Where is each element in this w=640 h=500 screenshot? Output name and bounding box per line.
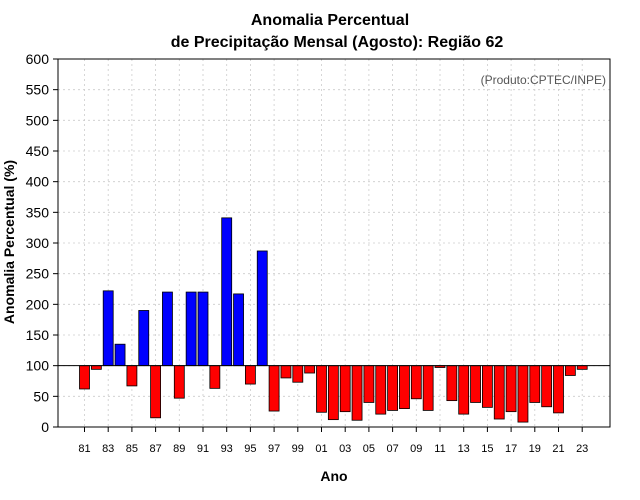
chart-title-line1: Anomalia Percentual xyxy=(251,12,409,29)
bar-99 xyxy=(292,365,304,383)
bar-83 xyxy=(102,290,114,367)
bar-95 xyxy=(244,365,256,385)
x-tick-label: 01 xyxy=(315,443,327,455)
x-tick-label: 19 xyxy=(529,443,541,455)
bar-15 xyxy=(481,365,493,408)
x-tick-label: 93 xyxy=(221,443,233,455)
bar-16 xyxy=(493,365,505,420)
bar-10 xyxy=(422,365,434,411)
x-tick-label: 81 xyxy=(78,443,90,455)
x-tick-label: 85 xyxy=(126,443,138,455)
x-tick-label: 83 xyxy=(102,443,114,455)
y-tick-label: 200 xyxy=(26,296,50,312)
y-tick-label: 150 xyxy=(26,327,50,343)
x-tick-label: 11 xyxy=(434,443,445,455)
y-tick-label: 500 xyxy=(26,112,50,128)
bar-18 xyxy=(517,365,529,423)
bar-81 xyxy=(79,365,90,390)
bar-12 xyxy=(446,365,458,402)
bar-90 xyxy=(185,291,197,367)
x-tick-label: 91 xyxy=(197,443,209,455)
x-tick-label: 09 xyxy=(410,443,422,455)
x-tick-label: 87 xyxy=(149,443,161,455)
bar-97 xyxy=(268,365,280,412)
bar-84 xyxy=(114,343,126,367)
bar-89 xyxy=(173,365,185,399)
bar-17 xyxy=(505,365,517,413)
y-tick-label: 600 xyxy=(26,51,50,67)
x-tick-label: 07 xyxy=(386,443,398,455)
x-tick-label: 97 xyxy=(268,443,280,455)
y-tick-label: 300 xyxy=(26,235,50,251)
bar-23 xyxy=(576,365,588,370)
bar-86 xyxy=(138,310,150,367)
bar-08 xyxy=(399,365,410,409)
bar-98 xyxy=(280,365,292,379)
bar-01 xyxy=(316,365,327,413)
y-tick-label: 550 xyxy=(26,82,50,98)
bar-20 xyxy=(541,365,553,408)
bar-09 xyxy=(410,365,422,400)
x-tick-label: 17 xyxy=(505,443,517,455)
bar-13 xyxy=(458,365,470,415)
bar-07 xyxy=(387,365,399,411)
y-axis-label: Anomalia Percentual (%) xyxy=(1,160,17,324)
x-tick-label: 05 xyxy=(363,443,375,455)
bar-06 xyxy=(375,365,387,415)
bar-03 xyxy=(339,365,351,413)
bar-92 xyxy=(209,365,221,389)
y-tick-label: 100 xyxy=(26,358,50,374)
bar-82 xyxy=(90,365,102,370)
bar-93 xyxy=(221,217,233,367)
x-axis-label: Ano xyxy=(320,468,347,484)
x-tick-label: 95 xyxy=(244,443,256,455)
bar-05 xyxy=(363,365,375,403)
y-tick-label: 250 xyxy=(26,266,50,282)
bar-94 xyxy=(233,293,244,367)
bar-21 xyxy=(553,365,564,414)
x-tick-label: 03 xyxy=(339,443,351,455)
bar-88 xyxy=(162,291,173,367)
bar-85 xyxy=(126,365,138,387)
y-tick-label: 400 xyxy=(26,174,50,190)
bar-91 xyxy=(197,291,209,367)
bar-87 xyxy=(150,365,162,419)
x-tick-label: 13 xyxy=(458,443,470,455)
x-tick-label: 89 xyxy=(173,443,185,455)
credit-text: (Produto:CPTEC/INPE) xyxy=(481,73,606,87)
bar-04 xyxy=(351,365,363,421)
y-axis: 0 50 100 150 200 250 300 350 400 450 500 550 600 xyxy=(26,51,58,435)
y-tick-label: 0 xyxy=(41,419,49,435)
y-tick-label: 450 xyxy=(26,143,50,159)
x-tick-label: 15 xyxy=(481,443,493,455)
x-tick-label: 21 xyxy=(552,443,564,455)
y-tick-label: 50 xyxy=(33,388,49,404)
bar-14 xyxy=(470,365,481,403)
bar-02 xyxy=(327,365,339,421)
bars xyxy=(79,217,588,423)
bar-96 xyxy=(256,250,268,367)
x-tick-label: 23 xyxy=(576,443,588,455)
bar-19 xyxy=(529,365,541,403)
bar-00 xyxy=(304,365,316,374)
bar-22 xyxy=(564,365,576,376)
x-axis: 81 83 85 87 89 91 93 95 97 99 01 03 05 07 09 11 13 15 17 19… xyxy=(78,427,588,455)
x-tick-label: 99 xyxy=(292,443,304,455)
chart-title-line2: de Precipitação Mensal (Agosto): Região … xyxy=(171,34,504,51)
y-tick-label: 350 xyxy=(26,204,50,220)
